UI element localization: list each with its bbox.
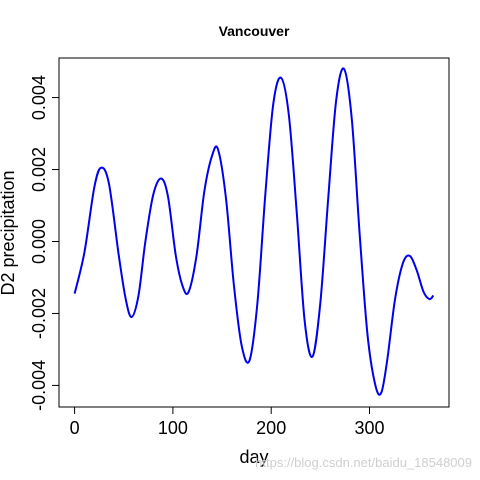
y-axis-label: D2 precipitation (0, 170, 18, 295)
x-axis: 0 100 200 300 (70, 406, 385, 438)
x-tick-label: 300 (354, 418, 384, 438)
series-line-precipitation (73, 67, 435, 396)
y-tick-label: -0.004 (29, 360, 49, 411)
y-tick-label: 0.000 (29, 219, 49, 264)
x-tick-label: 100 (158, 418, 188, 438)
x-tick-label: 0 (70, 418, 80, 438)
chart-title: Vancouver (219, 23, 290, 39)
y-tick-label: -0.002 (29, 288, 49, 339)
y-tick-label: 0.002 (29, 147, 49, 192)
x-axis-label: day (239, 447, 268, 467)
y-axis: -0.004 -0.002 0.000 0.002 0.004 (29, 75, 60, 411)
y-tick-label: 0.004 (29, 75, 49, 120)
watermark-text: https://blog.csdn.net/baidu_18548009 (255, 455, 472, 470)
x-tick-label: 200 (256, 418, 286, 438)
